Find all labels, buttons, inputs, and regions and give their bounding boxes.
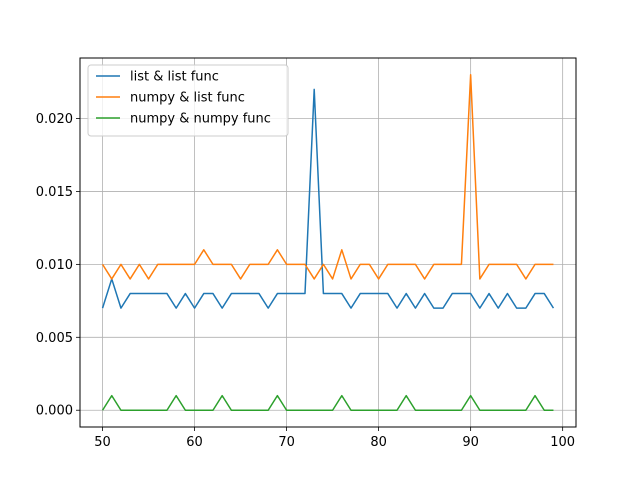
legend-box — [87, 64, 289, 137]
x-tick-label: 100 — [550, 435, 575, 450]
legend-label: numpy & list func — [130, 91, 245, 106]
plot-frame — [79, 57, 577, 428]
x-tick-label: 80 — [370, 435, 387, 450]
x-tick-label: 50 — [94, 435, 111, 450]
legend-label: list & list func — [130, 70, 219, 85]
series-line-1 — [101, 88, 555, 309]
y-tick-label: 0.005 — [36, 331, 73, 346]
y-tick-label: 0.020 — [36, 112, 73, 127]
x-tick-label: 90 — [462, 435, 479, 450]
legend: list & list func numpy & list func numpy &… — [87, 64, 289, 137]
x-axis: 50 60 70 80 90 100 — [94, 427, 575, 450]
series-line-3 — [101, 394, 554, 411]
legend-label: numpy & numpy func — [130, 112, 271, 127]
y-tick-label: 0.010 — [36, 258, 73, 273]
y-axis: 0.000 0.005 0.010 0.015 0.020 — [36, 112, 80, 419]
x-tick-label: 70 — [278, 435, 295, 450]
series-group — [101, 74, 555, 411]
x-tick-label: 60 — [186, 435, 203, 450]
y-tick-label: 0.000 — [36, 404, 73, 419]
y-tick-label: 0.015 — [36, 185, 73, 200]
series-line-2 — [101, 74, 554, 280]
